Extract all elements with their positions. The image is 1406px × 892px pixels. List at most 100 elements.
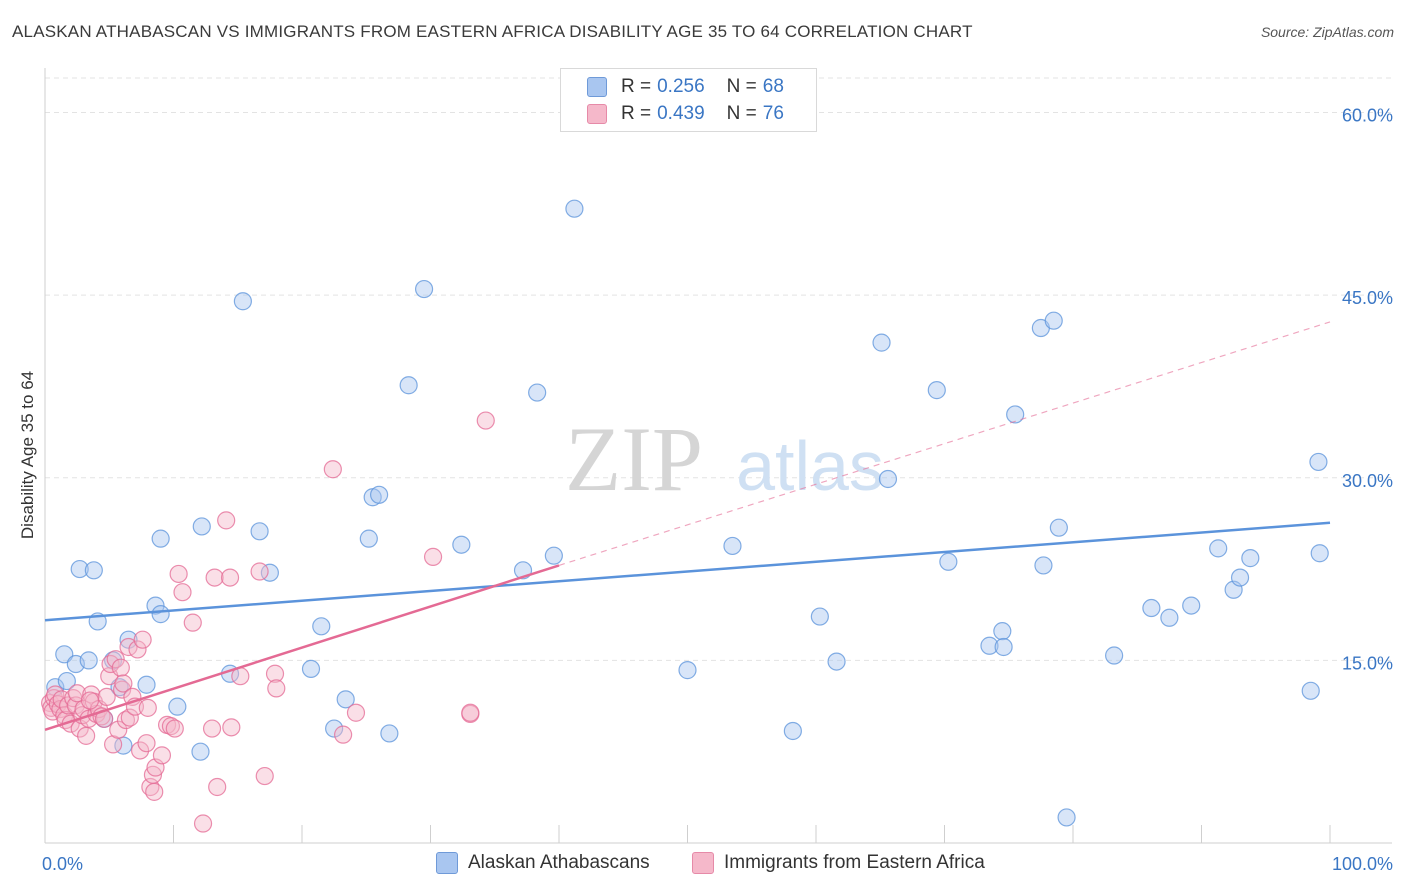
point-alaskan-athabascans bbox=[783, 721, 802, 741]
point-alaskan-athabascans bbox=[1006, 405, 1025, 424]
point-alaskan-athabascans bbox=[1142, 598, 1161, 618]
chart-title: ALASKAN ATHABASCAN VS IMMIGRANTS FROM EA… bbox=[12, 22, 973, 41]
legend-swatch-pink bbox=[587, 104, 607, 124]
y-tick-label: 45.0% bbox=[1342, 288, 1393, 308]
point-alaskan-athabascans bbox=[994, 637, 1013, 657]
point-alaskan-athabascans bbox=[993, 622, 1012, 641]
point-alaskan-athabascans bbox=[1209, 539, 1228, 558]
point-immigrants-eastern-africa bbox=[183, 613, 202, 632]
point-immigrants-eastern-africa bbox=[82, 685, 101, 704]
point-alaskan-athabascans bbox=[250, 522, 269, 541]
point-alaskan-athabascans bbox=[370, 485, 389, 504]
point-alaskan-athabascans bbox=[191, 742, 210, 761]
trend-line-pink bbox=[44, 564, 560, 731]
point-immigrants-eastern-africa bbox=[169, 564, 188, 584]
point-alaskan-athabascans bbox=[301, 659, 321, 679]
point-alaskan-athabascans bbox=[168, 697, 187, 716]
point-immigrants-eastern-africa bbox=[323, 460, 342, 479]
point-alaskan-athabascans bbox=[1044, 311, 1063, 330]
point-immigrants-eastern-africa bbox=[114, 674, 133, 693]
point-immigrants-eastern-africa bbox=[202, 719, 222, 738]
point-alaskan-athabascans bbox=[1301, 681, 1320, 700]
point-alaskan-athabascans bbox=[1241, 549, 1260, 568]
point-immigrants-eastern-africa bbox=[265, 664, 285, 683]
legend-r-value: 0.256 bbox=[657, 76, 705, 97]
point-immigrants-eastern-africa bbox=[152, 746, 172, 765]
point-alaskan-athabascans bbox=[359, 529, 378, 548]
point-alaskan-athabascans bbox=[380, 724, 399, 743]
point-alaskan-athabascans bbox=[827, 652, 846, 671]
point-immigrants-eastern-africa bbox=[120, 708, 139, 727]
point-immigrants-eastern-africa bbox=[97, 687, 116, 707]
watermark-atlas: atlas bbox=[736, 427, 884, 505]
point-immigrants-eastern-africa bbox=[217, 511, 236, 530]
point-immigrants-eastern-africa bbox=[220, 568, 240, 587]
source-label: Source: ZipAtlas.com bbox=[1260, 24, 1394, 40]
point-alaskan-athabascans bbox=[1049, 518, 1068, 537]
series-legend: Alaskan Athabascans Immigrants from East… bbox=[0, 852, 1406, 878]
point-immigrants-eastern-africa bbox=[165, 719, 184, 738]
point-immigrants-eastern-africa bbox=[80, 691, 100, 710]
point-alaskan-athabascans bbox=[55, 645, 74, 664]
point-immigrants-eastern-africa bbox=[106, 650, 125, 669]
point-alaskan-athabascans bbox=[1310, 544, 1329, 563]
point-immigrants-eastern-africa bbox=[334, 725, 353, 744]
point-immigrants-eastern-africa bbox=[138, 698, 157, 717]
point-alaskan-athabascans bbox=[336, 690, 355, 709]
point-immigrants-eastern-africa bbox=[128, 640, 147, 659]
legend-row-blue: R = 0.256 N = 68 bbox=[587, 74, 784, 100]
point-alaskan-athabascans bbox=[414, 279, 434, 299]
point-immigrants-eastern-africa bbox=[112, 680, 132, 699]
x-tick-label: 100.0% bbox=[1332, 854, 1393, 874]
series-legend-item-pink: Immigrants from Eastern Africa bbox=[692, 852, 985, 874]
trend-line-blue bbox=[44, 521, 1331, 622]
point-immigrants-eastern-africa bbox=[193, 814, 213, 833]
point-immigrants-eastern-africa bbox=[255, 766, 274, 786]
point-alaskan-athabascans bbox=[723, 536, 742, 556]
point-alaskan-athabascans bbox=[233, 292, 252, 311]
point-alaskan-athabascans bbox=[678, 661, 697, 680]
x-tick-labels: 0.0% 100.0% bbox=[42, 854, 1393, 874]
point-alaskan-athabascans bbox=[70, 559, 89, 579]
point-immigrants-eastern-africa bbox=[130, 741, 150, 760]
point-immigrants-eastern-africa bbox=[101, 654, 120, 674]
point-immigrants-eastern-africa bbox=[145, 782, 164, 801]
point-immigrants-eastern-africa bbox=[205, 568, 224, 587]
point-alaskan-athabascans bbox=[927, 381, 946, 400]
point-alaskan-athabascans bbox=[84, 561, 103, 580]
series-legend-label: Immigrants from Eastern Africa bbox=[724, 852, 985, 873]
legend-n-value: 76 bbox=[762, 103, 784, 124]
axes bbox=[44, 68, 1392, 844]
point-alaskan-athabascans bbox=[151, 605, 170, 624]
point-alaskan-athabascans bbox=[878, 469, 898, 489]
point-alaskan-athabascans bbox=[151, 529, 170, 548]
point-alaskan-athabascans bbox=[1034, 556, 1053, 575]
y-tick-label: 30.0% bbox=[1342, 471, 1393, 491]
point-alaskan-athabascans bbox=[528, 383, 547, 402]
point-alaskan-athabascans bbox=[1057, 808, 1076, 827]
point-alaskan-athabascans bbox=[1182, 596, 1201, 615]
legend-r-label: R = bbox=[621, 103, 652, 124]
point-immigrants-eastern-africa bbox=[208, 777, 227, 797]
y-axis-label: Disability Age 35 to 64 bbox=[18, 371, 37, 539]
series-legend-swatch-pink bbox=[692, 852, 714, 874]
point-immigrants-eastern-africa bbox=[476, 411, 495, 430]
legend-r-label: R = bbox=[621, 76, 652, 97]
point-alaskan-athabascans bbox=[544, 546, 563, 565]
point-alaskan-athabascans bbox=[1160, 608, 1179, 627]
legend-swatch-blue bbox=[587, 77, 607, 97]
point-alaskan-athabascans bbox=[1230, 568, 1250, 587]
point-alaskan-athabascans bbox=[146, 596, 165, 615]
y-tick-label: 15.0% bbox=[1342, 653, 1393, 673]
point-alaskan-athabascans bbox=[137, 675, 156, 694]
trend-extension-pink bbox=[558, 321, 1331, 566]
point-alaskan-athabascans bbox=[399, 376, 418, 395]
point-immigrants-eastern-africa bbox=[137, 734, 156, 753]
legend-row-pink: R = 0.439 N = 76 bbox=[587, 101, 784, 127]
trend-lines bbox=[44, 321, 1331, 731]
point-immigrants-eastern-africa bbox=[250, 562, 269, 581]
point-immigrants-eastern-africa bbox=[461, 703, 480, 722]
point-alaskan-athabascans bbox=[312, 617, 331, 636]
x-tick-label: 0.0% bbox=[42, 854, 83, 874]
